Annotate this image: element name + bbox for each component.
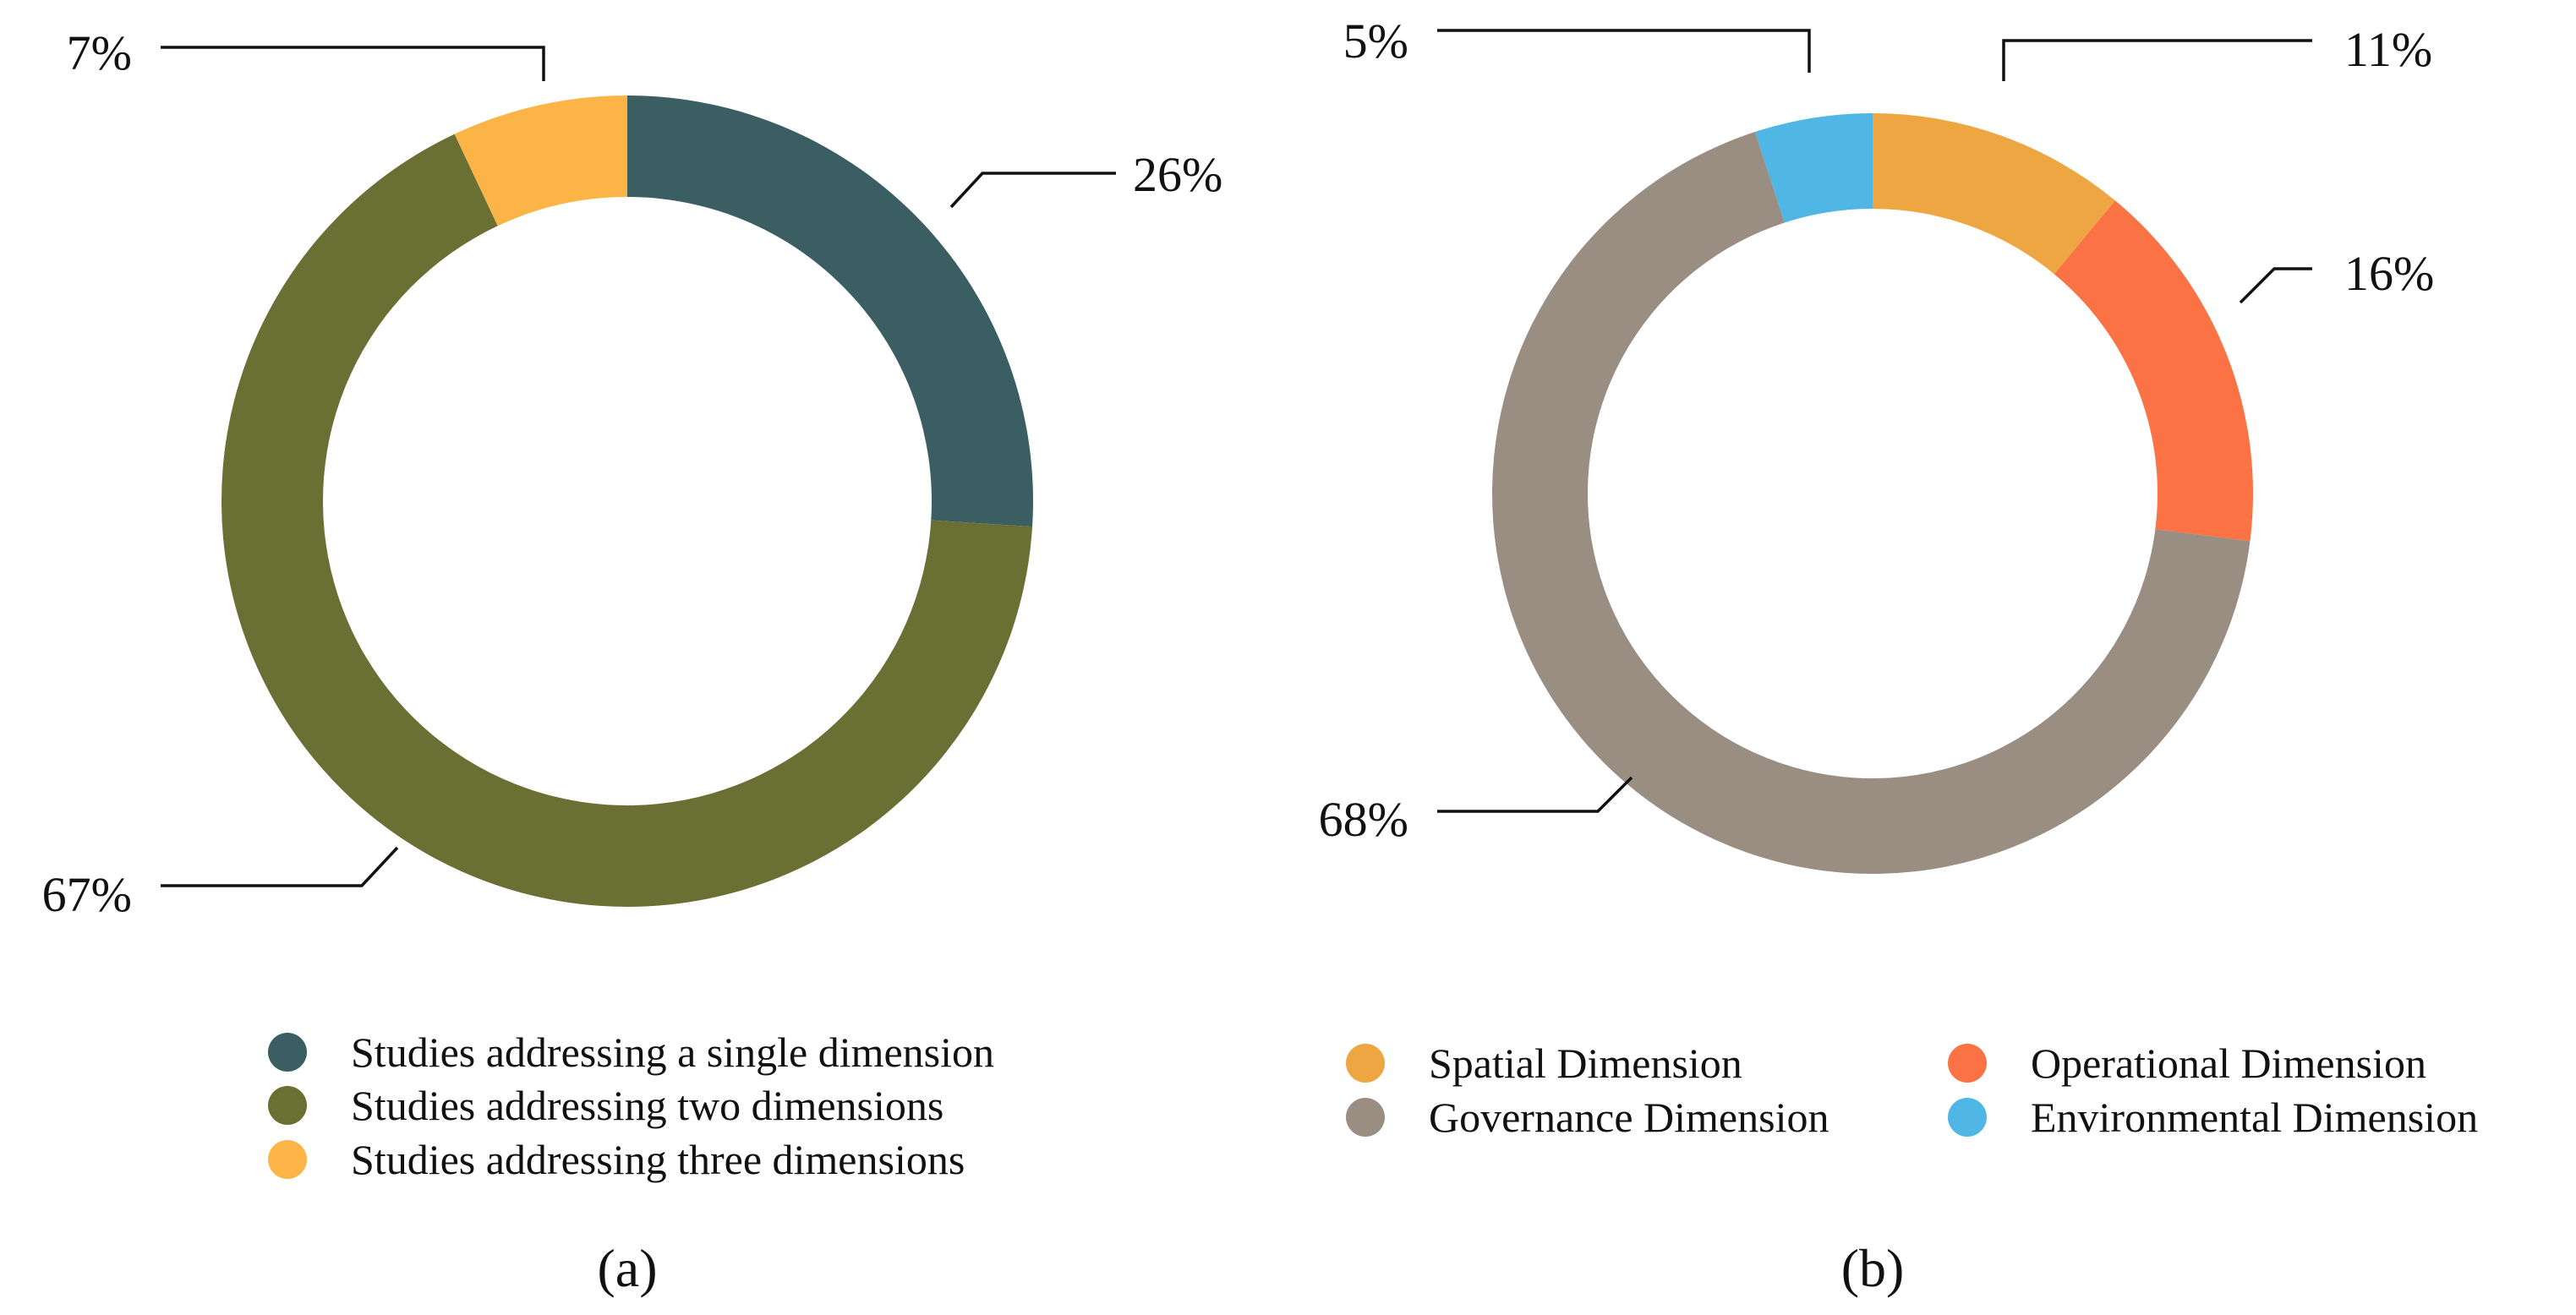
donut-chart-b: 11% 16% 68% 5% Spatial Dimension Operati…	[1319, 14, 2478, 1298]
donut-slice-b-3	[1754, 113, 1873, 223]
leader-line-a-26	[949, 172, 1116, 209]
legend-label-b-spatial: Spatial Dimension	[1429, 1039, 1742, 1087]
donut-slice-a-0	[627, 95, 1033, 527]
donut-slices-a	[222, 95, 1033, 908]
value-label-b-11: 11%	[2344, 22, 2432, 77]
legend-label-b-operational: Operational Dimension	[2031, 1039, 2426, 1087]
legend-label-a-single: Studies addressing a single dimension	[351, 1029, 994, 1076]
value-label-a-26: 26%	[1133, 147, 1222, 202]
value-label-b-16: 16%	[2344, 246, 2434, 301]
leader-line-b-5	[1437, 29, 1811, 73]
donut-slices-b	[1491, 113, 2253, 875]
leader-line-b-68	[1437, 776, 1633, 813]
donut-slice-b-1	[2054, 200, 2253, 542]
legend-b: Spatial Dimension Operational Dimension …	[1346, 1039, 2478, 1141]
legend-a: Studies addressing a single dimension St…	[268, 1029, 994, 1183]
legend-marker-b-environmental	[1948, 1098, 1987, 1137]
value-label-b-68: 68%	[1319, 792, 1408, 847]
legend-label-b-environmental: Environmental Dimension	[2031, 1094, 2478, 1141]
leader-line-b-16	[2239, 267, 2312, 304]
leader-line-b-11	[2002, 39, 2312, 81]
leader-line-a-67	[161, 846, 399, 887]
legend-marker-a-single	[268, 1033, 307, 1072]
legend-label-b-governance: Governance Dimension	[1429, 1094, 1829, 1141]
donut-chart-a: 26% 67% 7% Studies addressing a single d…	[42, 25, 1223, 1298]
value-label-a-7: 7%	[67, 25, 132, 80]
leader-line-a-7	[161, 46, 545, 81]
value-label-a-67: 67%	[42, 867, 132, 922]
legend-label-a-three: Studies addressing three dimensions	[351, 1136, 965, 1183]
legend-marker-a-two	[268, 1086, 307, 1125]
legend-marker-b-spatial	[1346, 1044, 1385, 1083]
donut-slice-b-0	[1873, 113, 2115, 275]
legend-marker-b-governance	[1346, 1098, 1385, 1137]
legend-label-a-two: Studies addressing two dimensions	[351, 1082, 943, 1129]
legend-marker-a-three	[268, 1140, 307, 1179]
legend-marker-b-operational	[1948, 1044, 1987, 1083]
value-label-b-5: 5%	[1343, 14, 1408, 68]
panel-label-b: (b)	[1841, 1238, 1905, 1298]
panel-label-a: (a)	[597, 1238, 657, 1298]
donut-slice-a-2	[454, 95, 627, 226]
